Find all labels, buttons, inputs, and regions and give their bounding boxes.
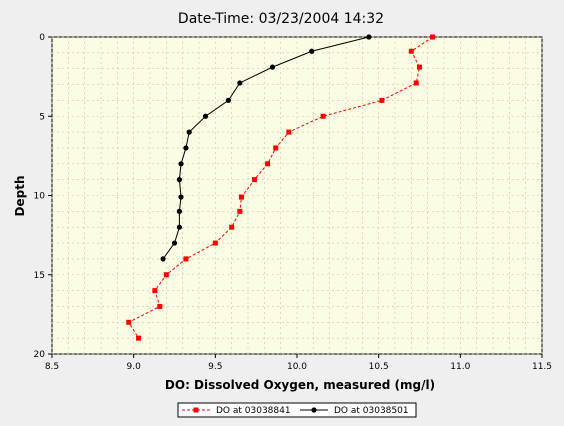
data-point-series-1 [430, 34, 436, 40]
data-point-series-2 [176, 208, 182, 214]
data-point-series-2 [176, 177, 182, 183]
x-axis-label: DO: Dissolved Oxygen, measured (mg/l) [165, 378, 435, 392]
legend-marker-1 [193, 407, 199, 413]
data-point-series-1 [273, 145, 279, 151]
data-point-series-1 [237, 208, 243, 214]
y-tick-label: 0 [39, 33, 45, 43]
data-point-series-1 [252, 177, 258, 183]
data-point-series-2 [225, 97, 231, 103]
data-point-series-1 [413, 80, 419, 86]
legend-label-2: DO at 03038501 [334, 406, 409, 416]
data-point-series-1 [126, 319, 132, 325]
axis-ticks: 8.5 9.0 9.5 10.0 10.5 11.0 11.5 0 5 10 15 20 [34, 33, 552, 372]
legend-box [177, 402, 417, 418]
data-point-series-1 [212, 240, 218, 246]
y-tick-label: 20 [34, 350, 46, 360]
chart-title: Date-Time: 03/23/2004 14:32 [178, 11, 384, 27]
data-point-series-1 [265, 161, 271, 167]
data-point-series-2 [366, 34, 372, 40]
data-point-series-2 [183, 145, 189, 151]
data-point-series-2 [202, 113, 209, 119]
data-point-series-1 [417, 64, 422, 70]
legend-marker-2 [311, 407, 317, 413]
data-point-series-1 [157, 303, 163, 309]
data-point-series-1 [136, 335, 142, 341]
x-tick-label: 8.5 [45, 362, 59, 372]
x-tick-label: 11.5 [532, 362, 552, 372]
data-point-series-1 [229, 224, 235, 230]
y-tick-label: 15 [34, 271, 45, 281]
data-point-series-1 [379, 97, 385, 103]
y-tick-label: 10 [34, 192, 46, 202]
data-point-series-1 [286, 129, 292, 135]
data-point-series-2 [309, 48, 315, 54]
x-tick-label: 11.0 [450, 362, 470, 372]
grid-lines [51, 36, 543, 355]
data-point-series-2 [186, 129, 192, 135]
x-tick-label: 10.5 [369, 362, 389, 372]
data-point-series-2 [160, 256, 166, 262]
x-tick-label: 10.0 [287, 362, 307, 372]
data-point-series-1 [408, 48, 414, 54]
x-tick-label: 9.5 [208, 362, 222, 372]
data-point-series-2 [176, 224, 182, 230]
series-line-1 [128, 36, 433, 339]
legend-label-1: DO at 03038841 [216, 406, 291, 416]
data-point-series-2 [237, 80, 243, 86]
x-tick-label: 9.0 [127, 362, 142, 372]
data-point-series-2 [178, 161, 184, 167]
data-point-series-1 [238, 194, 244, 200]
y-tick-label: 5 [39, 112, 45, 122]
data-point-series-2 [178, 194, 184, 200]
data-point-series-1 [320, 113, 326, 119]
data-point-series-1 [163, 272, 169, 278]
legend: DO at 03038841 DO at 03038501 [177, 402, 417, 418]
series-layer [126, 34, 436, 341]
data-point-series-2 [171, 240, 178, 246]
data-point-series-1 [152, 288, 158, 294]
data-point-series-1 [183, 256, 189, 262]
data-point-series-2 [269, 64, 276, 70]
y-axis-label: Depth [13, 176, 27, 217]
